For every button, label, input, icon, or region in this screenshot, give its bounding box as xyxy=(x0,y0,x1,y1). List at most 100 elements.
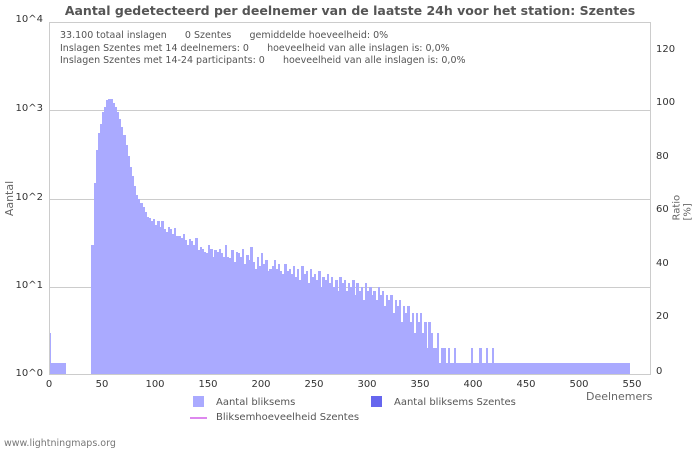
histogram-bar xyxy=(261,253,264,375)
histogram-bar xyxy=(481,363,484,375)
histogram-bar xyxy=(250,247,253,375)
histogram-bar xyxy=(354,295,357,375)
histogram-bar xyxy=(439,363,442,375)
x-tick-400: 400 xyxy=(463,379,483,390)
histogram-bar xyxy=(277,264,281,375)
histogram-bar xyxy=(152,219,156,375)
histogram-bar xyxy=(583,363,586,375)
histogram-bar xyxy=(347,283,351,375)
right-tick-120: 120 xyxy=(656,44,676,55)
x-tick-50: 50 xyxy=(95,379,109,390)
histogram-bar xyxy=(309,268,313,375)
histogram-bar xyxy=(485,348,489,375)
histogram-bar xyxy=(377,286,380,375)
histogram-bar xyxy=(316,279,319,375)
histogram-bar xyxy=(165,231,168,375)
histogram-bar xyxy=(167,226,171,375)
histogram-bar xyxy=(530,363,533,375)
histogram-bar xyxy=(328,283,332,375)
histogram-bar xyxy=(367,290,370,375)
right-tick-60: 60 xyxy=(656,204,669,215)
histogram-bar xyxy=(456,363,459,375)
histogram-bar xyxy=(542,363,546,375)
histogram-bar xyxy=(171,233,175,375)
histogram-bar xyxy=(229,258,232,375)
histogram-bar xyxy=(598,363,601,375)
histogram-bar xyxy=(59,363,62,375)
histogram-bar xyxy=(199,247,202,375)
histogram-bar xyxy=(330,276,334,375)
histogram-bar xyxy=(155,225,158,375)
histogram-bar xyxy=(95,150,99,375)
histogram-bar xyxy=(373,290,376,375)
histogram-bar xyxy=(252,262,255,375)
gridline-1000 xyxy=(49,110,651,111)
histogram-bar xyxy=(121,126,124,375)
right-tick-40: 40 xyxy=(656,258,669,269)
histogram-bar xyxy=(322,276,325,375)
right-tick-20: 20 xyxy=(656,311,669,322)
histogram-bar xyxy=(532,363,535,375)
histogram-bar xyxy=(303,273,306,375)
histogram-bar xyxy=(144,212,147,375)
histogram-bar xyxy=(197,250,200,375)
histogram-bar xyxy=(449,363,453,375)
histogram-bar xyxy=(282,273,285,375)
histogram-bar xyxy=(536,363,539,375)
histogram-bar xyxy=(386,295,389,375)
histogram-bar xyxy=(210,248,213,375)
histogram-bar xyxy=(470,348,474,375)
histogram-bar xyxy=(572,363,576,375)
histogram-bar xyxy=(307,283,311,375)
histogram-bar xyxy=(150,221,154,375)
x-tick-450: 450 xyxy=(516,379,536,390)
histogram-bar xyxy=(388,300,391,375)
y-tick-10e3: 10^3 xyxy=(15,103,43,114)
histogram-bar xyxy=(521,363,525,375)
histogram-bar xyxy=(494,363,497,375)
histogram-bar xyxy=(496,363,499,375)
histogram-bar xyxy=(451,363,455,375)
histogram-bar xyxy=(345,290,349,375)
histogram-bar xyxy=(547,363,550,375)
histogram-bar xyxy=(227,256,230,375)
histogram-bar xyxy=(203,251,207,375)
histogram-bar xyxy=(483,363,486,375)
histogram-bar xyxy=(324,279,327,375)
histogram-bar xyxy=(182,233,185,375)
legend-label-aantal-bliksems-szentes: Aantal bliksems Szentes xyxy=(394,397,516,408)
histogram-bar xyxy=(241,248,245,375)
histogram-bar xyxy=(159,226,162,375)
histogram-bar xyxy=(112,103,115,375)
info-line-2: Inslagen Szentes met 14 deelnemers: 0 ho… xyxy=(60,43,450,54)
histogram-bar xyxy=(540,363,544,375)
histogram-bar xyxy=(275,268,279,375)
histogram-bar xyxy=(579,363,582,375)
histogram-bar xyxy=(163,229,166,375)
legend-swatch-aantal-bliksems-szentes xyxy=(371,396,382,407)
histogram-bar xyxy=(265,260,268,375)
histogram-bar xyxy=(267,271,270,375)
histogram-bar xyxy=(617,363,620,375)
histogram-bar xyxy=(627,363,631,375)
histogram-bar xyxy=(606,363,609,375)
histogram-bar xyxy=(398,300,402,375)
histogram-bar xyxy=(568,363,571,375)
histogram-bar xyxy=(564,363,567,375)
histogram-bar xyxy=(301,266,304,375)
histogram-bar xyxy=(545,363,548,375)
histogram-bar xyxy=(140,202,143,375)
histogram-bar xyxy=(608,363,612,375)
x-tick-250: 250 xyxy=(304,379,324,390)
histogram-bar xyxy=(133,185,137,375)
histogram-bar xyxy=(405,313,408,375)
histogram-bar xyxy=(99,123,103,375)
histogram-bar xyxy=(615,363,618,375)
histogram-bar xyxy=(116,112,120,375)
histogram-bar xyxy=(487,363,491,375)
histogram-bar xyxy=(519,363,523,375)
histogram-bar xyxy=(161,220,164,375)
histogram-bar xyxy=(254,268,258,375)
histogram-bar xyxy=(413,332,417,375)
histogram-bar xyxy=(212,256,215,375)
